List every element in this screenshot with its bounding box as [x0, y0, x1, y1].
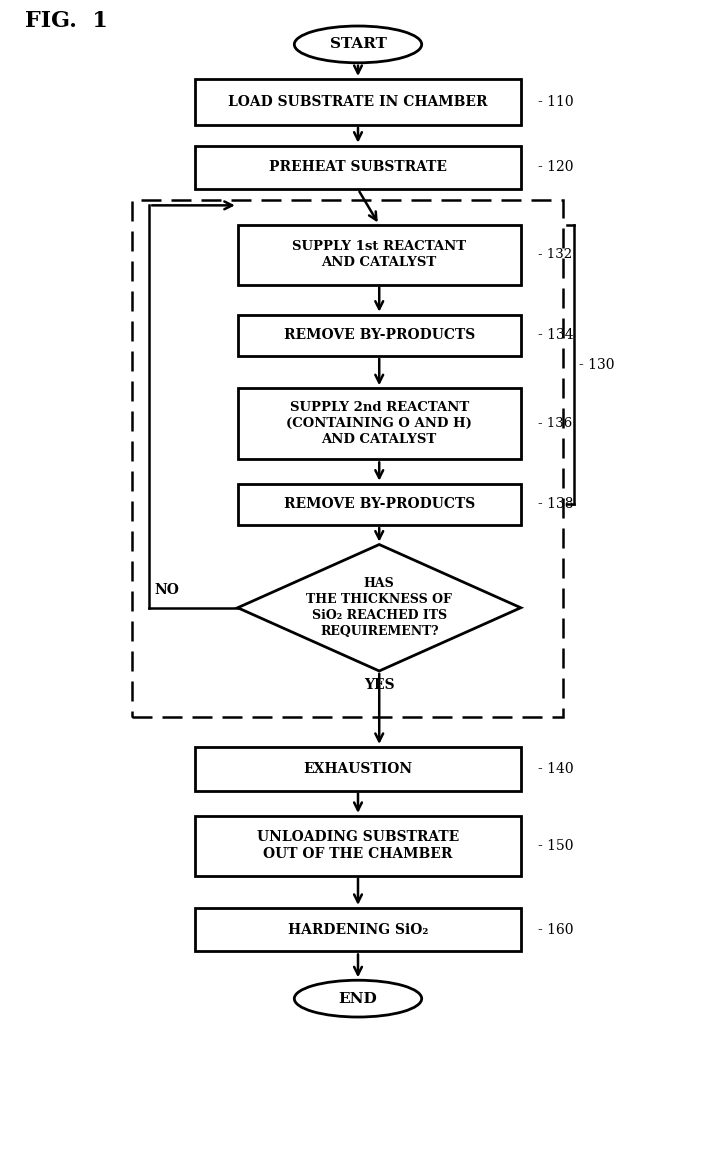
Text: START: START — [329, 37, 387, 51]
FancyBboxPatch shape — [195, 146, 521, 189]
Text: - 120: - 120 — [538, 161, 574, 175]
Text: REMOVE BY-PRODUCTS: REMOVE BY-PRODUCTS — [284, 328, 475, 343]
Text: PREHEAT SUBSTRATE: PREHEAT SUBSTRATE — [269, 161, 447, 175]
Text: - 110: - 110 — [538, 95, 574, 109]
Text: END: END — [339, 991, 377, 1005]
Text: - 160: - 160 — [538, 923, 574, 937]
Text: HARDENING SiO₂: HARDENING SiO₂ — [288, 923, 428, 937]
Text: HAS
THE THICKNESS OF
SiO₂ REACHED ITS
REQUIREMENT?: HAS THE THICKNESS OF SiO₂ REACHED ITS RE… — [306, 577, 453, 638]
Ellipse shape — [294, 25, 422, 63]
FancyBboxPatch shape — [195, 816, 521, 875]
Text: SUPPLY 2nd REACTANT
(CONTAINING O AND H)
AND CATALYST: SUPPLY 2nd REACTANT (CONTAINING O AND H)… — [286, 402, 472, 446]
FancyBboxPatch shape — [195, 79, 521, 125]
Text: SUPPLY 1st REACTANT
AND CATALYST: SUPPLY 1st REACTANT AND CATALYST — [292, 241, 466, 270]
Text: - 136: - 136 — [538, 417, 573, 431]
FancyBboxPatch shape — [238, 484, 521, 525]
FancyBboxPatch shape — [238, 388, 521, 460]
FancyBboxPatch shape — [238, 225, 521, 285]
Text: REMOVE BY-PRODUCTS: REMOVE BY-PRODUCTS — [284, 497, 475, 512]
Text: - 132: - 132 — [538, 248, 573, 262]
Text: - 138: - 138 — [538, 497, 574, 512]
Text: - 150: - 150 — [538, 838, 574, 852]
Text: EXHAUSTION: EXHAUSTION — [304, 762, 412, 776]
Text: - 140: - 140 — [538, 762, 574, 776]
Ellipse shape — [294, 980, 422, 1017]
Text: LOAD SUBSTRATE IN CHAMBER: LOAD SUBSTRATE IN CHAMBER — [228, 95, 488, 109]
FancyBboxPatch shape — [195, 908, 521, 952]
Text: FIG.  1: FIG. 1 — [25, 10, 108, 32]
Text: YES: YES — [364, 677, 395, 691]
Text: NO: NO — [155, 584, 180, 598]
Text: - 134: - 134 — [538, 328, 574, 343]
Text: - 130: - 130 — [579, 358, 615, 372]
Polygon shape — [238, 544, 521, 670]
FancyBboxPatch shape — [195, 747, 521, 791]
Text: UNLOADING SUBSTRATE
OUT OF THE CHAMBER: UNLOADING SUBSTRATE OUT OF THE CHAMBER — [257, 830, 459, 862]
FancyBboxPatch shape — [238, 315, 521, 356]
